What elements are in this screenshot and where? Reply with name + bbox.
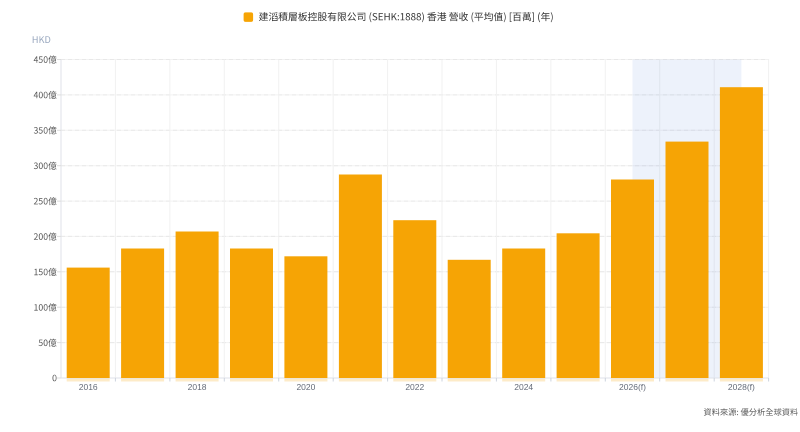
svg-text:2028(f): 2028(f): [728, 382, 755, 392]
svg-text:2018: 2018: [188, 382, 207, 392]
svg-text:2024: 2024: [514, 382, 533, 392]
svg-text:2026(f): 2026(f): [619, 382, 646, 392]
svg-text:2022: 2022: [405, 382, 424, 392]
svg-text:2020: 2020: [296, 382, 315, 392]
svg-text:2016: 2016: [79, 382, 98, 392]
